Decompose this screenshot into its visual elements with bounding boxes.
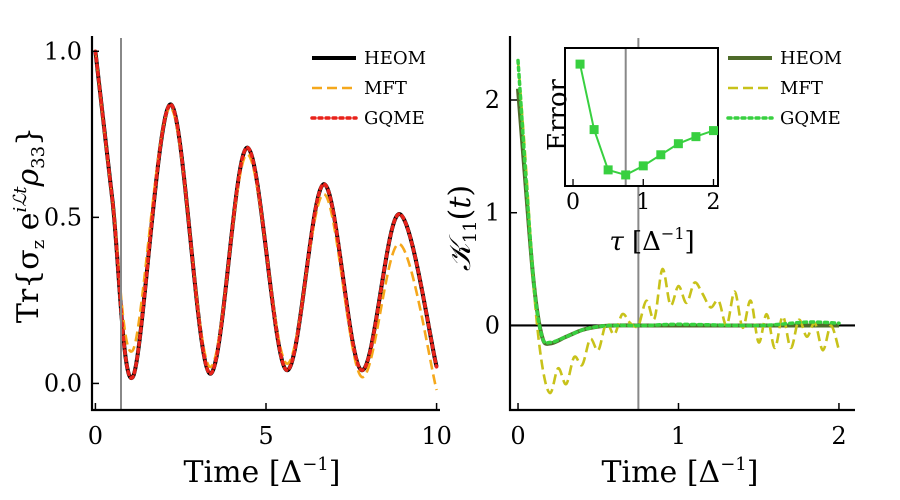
left-ylabel: Tr{σz eiℒtρ33} (10, 127, 49, 323)
x-tick-label: 2 (831, 422, 846, 450)
legend-label-heom: HEOM (364, 48, 426, 69)
series-line-mft (94, 51, 438, 391)
x-tick-label: 1 (671, 422, 686, 450)
y-tick-label: 1.0 (44, 37, 82, 65)
left-series-group (93, 49, 439, 391)
right-series-group (516, 58, 841, 395)
right-legend: HEOM MFT GQME (726, 48, 842, 129)
error-marker (589, 125, 599, 135)
y-tick-label: 2 (485, 86, 500, 114)
inset-panel: 0 1 2 Error τ [Δ−1] (543, 47, 720, 257)
left-axes (90, 36, 440, 412)
y-tick-label: 1 (485, 199, 500, 227)
right-xlabel: Time [Δ−1] (602, 454, 759, 490)
error-marker (691, 132, 701, 142)
left-tick-labels: 0 5 10 0.0 0.5 1.0 (44, 37, 452, 450)
inset-xlabel: τ [Δ−1] (609, 224, 694, 257)
right-axes (508, 36, 855, 412)
inset-series-group (575, 59, 718, 180)
x-tick-label: 10 (421, 422, 452, 450)
y-tick-label: 0.0 (44, 369, 82, 397)
left-legend: HEOM MFT GQME (310, 48, 426, 129)
x-tick-label: 0 (88, 422, 103, 450)
legend-label-mft: MFT (780, 78, 823, 99)
error-marker (603, 165, 613, 175)
left-xlabel: Time [Δ−1] (184, 454, 341, 490)
inset-ylabel: Error (543, 78, 573, 150)
x-tick-label: 0 (566, 190, 580, 215)
x-tick-label: 1 (636, 190, 650, 215)
error-marker (575, 59, 585, 69)
legend-label-heom: HEOM (780, 48, 842, 69)
legend-label-gqme: GQME (780, 108, 841, 129)
legend-label-mft: MFT (364, 78, 407, 99)
legend-label-gqme: GQME (364, 108, 425, 129)
right-tick-labels: 0 1 2 0 1 2 (485, 86, 847, 450)
right-panel: 0 1 2 0 1 2 𝒦11(t) Time [Δ−1] HEOM MFT GQME (443, 36, 855, 490)
left-panel: 0 5 100.00.51.0 Tr{σz eiℒtρ33} Time [Δ−1] … (10, 36, 452, 490)
error-marker (673, 139, 683, 149)
x-tick-label: 0 (510, 422, 525, 450)
series-line-mft (516, 60, 841, 395)
y-tick-label: 0 (485, 311, 500, 339)
x-tick-label: 2 (706, 190, 720, 215)
inset-tick-labels: 0 1 2 (566, 179, 720, 215)
right-ylabel: 𝒦11(t) (443, 185, 481, 271)
error-marker (638, 161, 648, 171)
x-tick-label: 5 (258, 422, 273, 450)
error-marker (621, 170, 631, 180)
series-line-heom (93, 51, 439, 381)
y-tick-label: 0.5 (44, 203, 82, 231)
error-marker (708, 126, 718, 136)
series-line-gqme (93, 49, 439, 380)
series-line-gqme (516, 58, 841, 345)
error-marker (656, 150, 666, 160)
